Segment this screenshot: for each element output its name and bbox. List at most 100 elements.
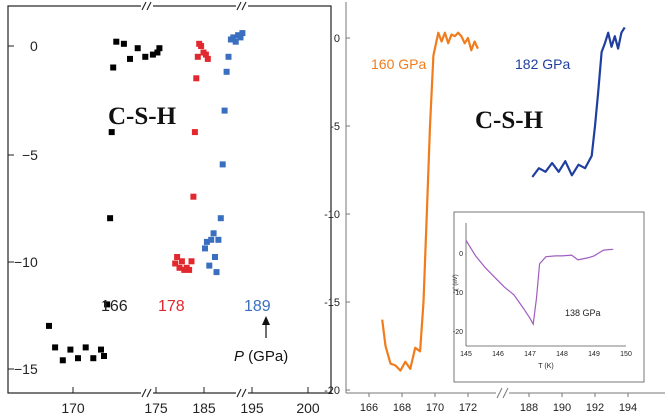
inset-y-tick-label: 0 (459, 251, 463, 258)
inset-x-tick-label: 148 (556, 351, 568, 358)
left-x-tick-label: 200 (296, 400, 320, 416)
data-point-189 (232, 38, 239, 45)
data-point-178 (198, 43, 205, 49)
data-point-178 (172, 260, 179, 267)
data-point-166 (59, 357, 66, 364)
data-point-166 (120, 40, 127, 47)
data-point-178 (190, 193, 197, 200)
inset-x-tick-label: 150 (620, 351, 632, 358)
data-point-166 (104, 301, 111, 308)
data-point-178 (202, 51, 209, 58)
data-point-166 (82, 344, 89, 351)
data-point-166 (154, 49, 161, 56)
data-point-166 (127, 55, 133, 62)
inset-y-axis-label: χ' (nV) (453, 274, 459, 291)
data-point-189 (221, 107, 228, 114)
data-point-166 (67, 346, 74, 353)
right-x-tick-label: 192 (586, 402, 604, 414)
left-y-axis: 0 −5 −10 −15 (8, 38, 38, 377)
data-point-166 (101, 353, 107, 359)
data-point-166 (46, 322, 52, 329)
inset-series-layer (465, 239, 614, 327)
series-label-189: 189 (244, 298, 271, 315)
data-point-189 (219, 161, 226, 168)
right-x-tick-label: 190 (553, 402, 571, 414)
series-label-178: 178 (158, 298, 185, 315)
pressure-annotation-unit: (GPa) (244, 348, 288, 365)
data-point-166 (107, 215, 114, 222)
left-x-tick-label: 175 (144, 400, 168, 416)
left-y-tick-label: −5 (22, 147, 38, 163)
series-line-160-gpa (381, 31, 479, 372)
series-label-166: 166 (101, 298, 128, 315)
inset-frame (453, 211, 645, 383)
data-point-189 (230, 34, 237, 41)
left-x-tick-label: 185 (192, 400, 216, 416)
right-y-tick-label: -10 (324, 209, 340, 221)
right-y-tick-label: 0 (334, 33, 340, 45)
left-x-axis: 170 175 185 195 200 (61, 387, 320, 416)
inset-series-line (465, 239, 614, 327)
data-point-189 (208, 236, 215, 243)
data-point-189 (206, 262, 213, 269)
data-point-166 (134, 45, 141, 52)
left-panel-title: C-S-H (108, 103, 177, 130)
inset-x-tick-label: 145 (460, 351, 472, 358)
inset-y-axis: 0 -10 -20 χ' (nV) (453, 251, 463, 336)
right-x-tick-label: 166 (360, 402, 378, 414)
inset-x-tick-label: 147 (524, 351, 536, 358)
data-point-178 (194, 53, 201, 60)
left-y-tick-label: 0 (30, 38, 38, 54)
right-panel-title: C-S-H (475, 107, 544, 134)
data-point-189 (213, 269, 220, 276)
inset-series-label: 138 GPa (565, 308, 601, 318)
pressure-arrow (262, 316, 270, 338)
inset-x-tick-label: 146 (492, 351, 504, 358)
data-point-166 (149, 51, 156, 58)
series-label-160gpa: 160 GPa (371, 56, 426, 72)
data-point-189 (212, 254, 218, 260)
data-point-178 (193, 75, 200, 82)
data-point-189 (225, 53, 232, 60)
pressure-annotation-symbol: P (234, 348, 244, 365)
left-y-tick-label: −15 (14, 361, 38, 377)
inset-x-axis: 145 146 147 148 149 150 T (K) (460, 351, 632, 370)
data-point-189 (239, 30, 246, 37)
data-point-189 (223, 68, 230, 75)
series-label-182gpa: 182 GPa (515, 56, 570, 72)
right-y-tick-label: -15 (324, 297, 340, 309)
right-x-tick-label: 194 (619, 402, 637, 414)
series-line-182-gpa (531, 26, 626, 178)
data-point-166 (98, 346, 104, 353)
right-y-axis: 0 -5 -10 -15 -20 (324, 33, 350, 397)
right-x-tick-label: 188 (520, 402, 538, 414)
left-x-tick-label: 170 (61, 400, 85, 416)
right-x-axis: 166 168 170 172 188 190 192 194 (360, 393, 637, 414)
data-point-189 (217, 215, 224, 222)
left-axis-break-marks (141, 1, 248, 398)
right-x-tick-label: 170 (426, 402, 444, 414)
data-point-189 (215, 236, 222, 243)
data-point-166 (52, 344, 59, 351)
data-point-189 (203, 238, 210, 245)
data-point-166 (156, 45, 163, 52)
data-point-178 (186, 266, 193, 273)
data-point-166 (75, 355, 81, 362)
data-point-178 (204, 55, 211, 62)
data-point-178 (191, 129, 198, 136)
inset-y-tick-label: -20 (453, 329, 463, 336)
data-point-178 (188, 258, 195, 265)
data-point-178 (174, 254, 181, 260)
pressure-annotation: P (GPa) (234, 348, 288, 365)
right-axis-break-mark (496, 387, 509, 399)
left-panel: 0 −5 −10 −15 170 175 185 195 200 (7, 1, 332, 416)
right-x-tick-label: 168 (393, 402, 411, 414)
right-panel: 0 -5 -10 -15 -20 166 168 170 172 188 190… (324, 2, 665, 414)
data-point-178 (178, 258, 185, 265)
data-point-166 (108, 129, 115, 136)
inset-x-axis-label: T (K) (538, 363, 553, 370)
data-point-189 (237, 34, 244, 41)
right-series-layer (381, 26, 626, 372)
inset-plot: 0 -10 -20 χ' (nV) 145 146 147 148 149 15… (453, 211, 645, 383)
